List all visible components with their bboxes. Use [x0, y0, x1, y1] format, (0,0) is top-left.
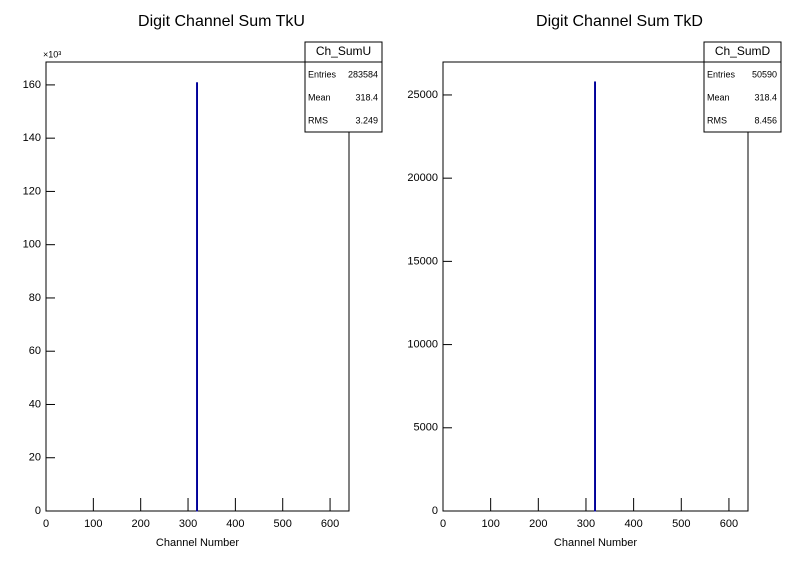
x-tick-label: 300: [179, 518, 197, 530]
stats-value: 8.456: [754, 115, 777, 125]
y-tick-label: 40: [29, 398, 41, 410]
stats-box: [703, 41, 782, 133]
x-tick-label: 400: [624, 518, 642, 530]
y-tick-label: 80: [29, 292, 41, 304]
y-tick-label: 5000: [414, 422, 438, 434]
stats-value: 318.4: [754, 92, 777, 102]
y-tick-label: 140: [23, 132, 41, 144]
y-tick-label: 10000: [407, 338, 438, 350]
stats-name: Ch_SumD: [715, 44, 771, 58]
stats-value: 3.249: [355, 115, 378, 125]
x-tick-label: 100: [84, 518, 102, 530]
x-tick-label: 0: [440, 518, 446, 530]
stats-label: RMS: [308, 115, 328, 125]
y-tick-label: 0: [432, 505, 438, 517]
y-tick-label: 60: [29, 345, 41, 357]
x-tick-label: 200: [132, 518, 150, 530]
x-tick-label: 0: [43, 518, 49, 530]
stats-label: Mean: [308, 92, 331, 102]
x-tick-label: 300: [577, 518, 595, 530]
x-tick-label: 400: [226, 518, 244, 530]
stats-label: RMS: [707, 115, 727, 125]
x-tick-label: 600: [321, 518, 339, 530]
bar: [196, 82, 199, 512]
x-tick-label: 500: [672, 518, 690, 530]
y-tick-label: 20000: [407, 172, 438, 184]
stats-value: 318.4: [355, 92, 378, 102]
y-tick-label: 100: [23, 239, 41, 251]
axis-multiplier: ×10³: [43, 49, 61, 59]
x-tick-label: 600: [720, 518, 738, 530]
x-axis-label: Channel Number: [554, 537, 637, 549]
y-tick-label: 120: [23, 185, 41, 197]
stats-name: Ch_SumU: [316, 44, 371, 58]
y-tick-label: 0: [35, 505, 41, 517]
x-axis-label: Channel Number: [156, 537, 239, 549]
stats-label: Entries: [707, 69, 736, 79]
y-tick-label: 20: [29, 452, 41, 464]
y-tick-label: 160: [23, 79, 41, 91]
stats-label: Entries: [308, 69, 337, 79]
y-tick-label: 25000: [407, 89, 438, 101]
chart-title: Digit Channel Sum TkU: [138, 13, 305, 30]
stats-label: Mean: [707, 92, 730, 102]
y-tick-label: 15000: [407, 255, 438, 267]
chart-title: Digit Channel Sum TkD: [536, 13, 703, 30]
x-tick-label: 200: [529, 518, 547, 530]
bar: [594, 81, 596, 512]
x-tick-label: 100: [481, 518, 499, 530]
stats-value: 283584: [348, 69, 378, 79]
stats-box: [304, 41, 383, 133]
stats-value: 50590: [752, 69, 777, 79]
x-tick-label: 500: [274, 518, 292, 530]
